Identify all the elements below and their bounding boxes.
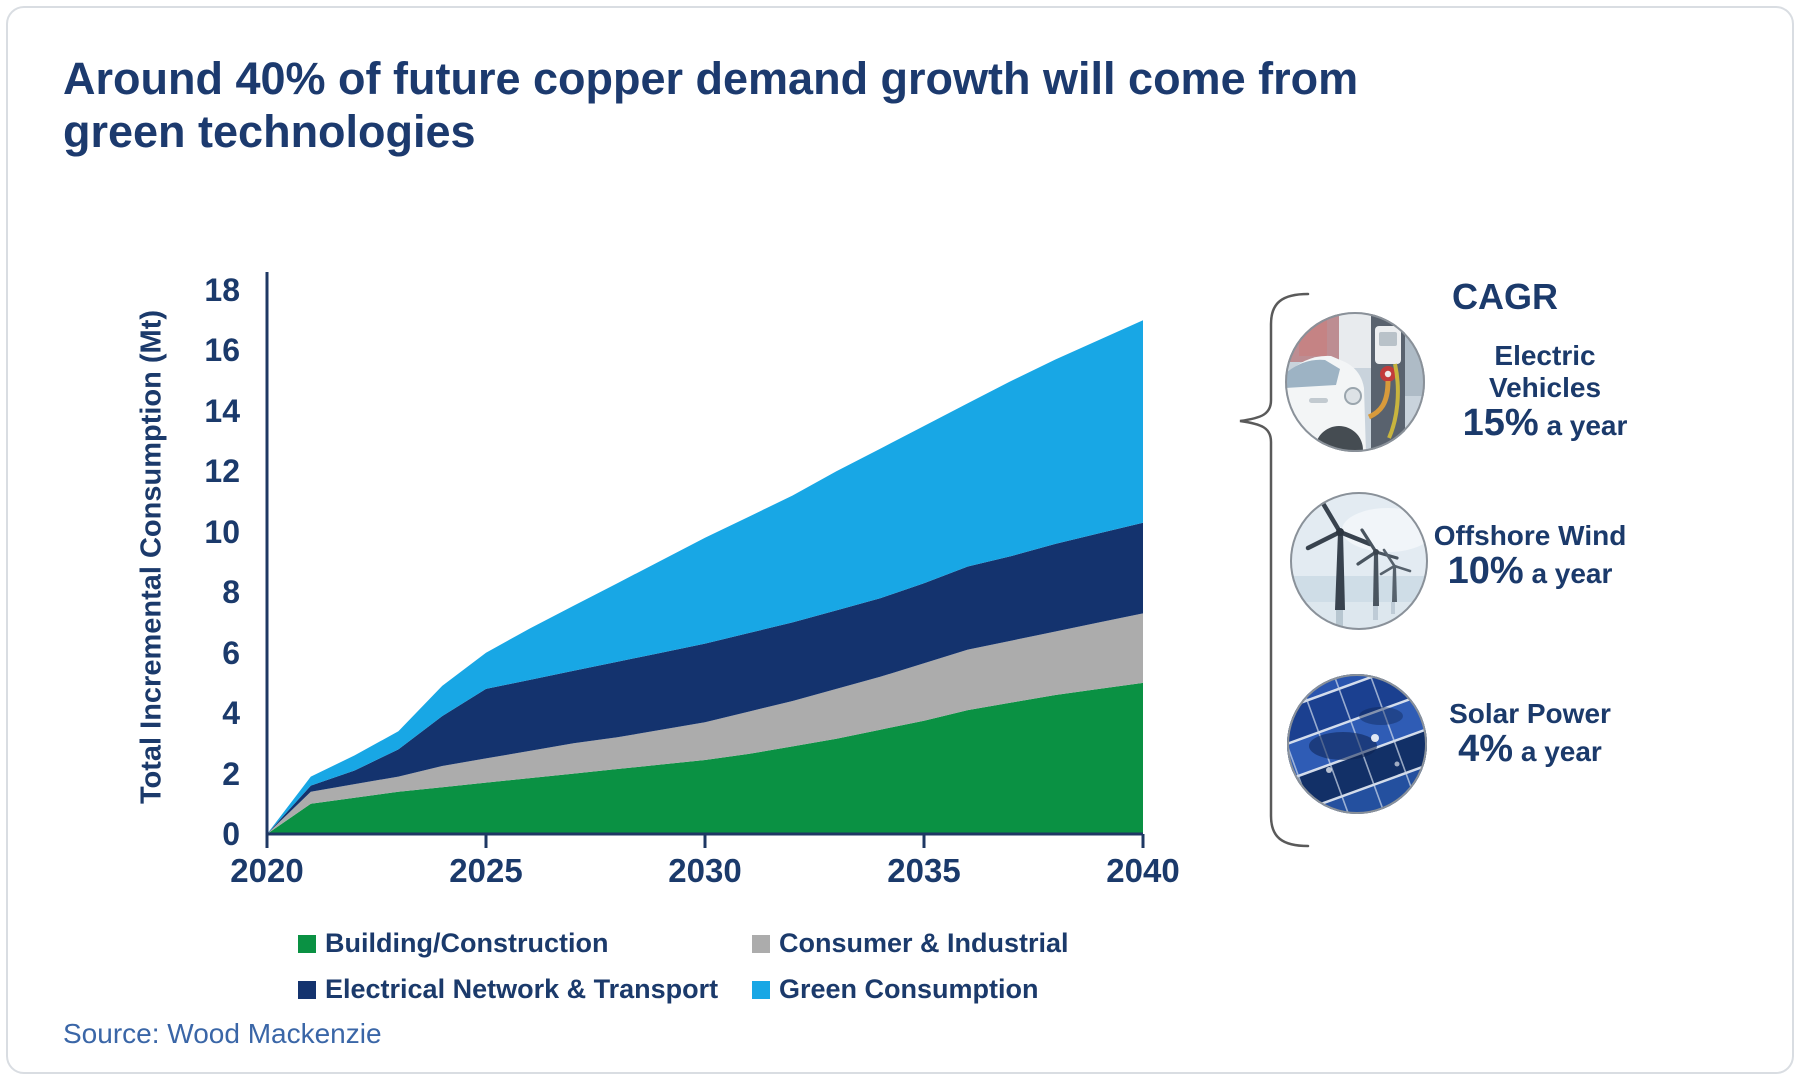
cagr-rate: 10% — [1447, 550, 1524, 592]
cagr-header: CAGR — [1452, 276, 1558, 317]
legend-swatch — [752, 934, 770, 953]
x-axis-tick-label: 2040 — [1106, 852, 1180, 889]
y-axis-tick-label: 10 — [204, 513, 240, 550]
offshore-wind-photo-icon — [1288, 490, 1430, 632]
source-note: Source: Wood Mackenzie — [63, 1018, 382, 1049]
y-axis-tick-label: 18 — [204, 272, 240, 308]
cagr-rate-row: 15% a year — [1435, 404, 1655, 445]
electric-vehicle-photo-icon — [1283, 310, 1427, 454]
legend-item-electrical-network-transport: Electrical Network & Transport — [298, 974, 718, 1005]
cagr-rate-suffix: a year — [1531, 558, 1613, 589]
area-electrical-network-transport — [267, 522, 1143, 834]
y-axis-tick-label: 12 — [204, 453, 240, 490]
legend-swatch — [298, 934, 316, 953]
legend-label: Consumer & Industrial — [779, 928, 1069, 958]
cagr-label: Electric — [1494, 340, 1596, 371]
x-axis-tick-label: 2035 — [887, 852, 961, 889]
y-axis-tick-label: 0 — [222, 816, 240, 852]
x-axis-tick-label: 2025 — [449, 852, 523, 889]
cagr-label: Offshore Wind — [1433, 520, 1627, 551]
cagr-item-offshore-wind: Offshore Wind 10% a year — [1420, 520, 1640, 593]
solar-power-photo-icon — [1285, 672, 1429, 816]
cagr-item-solar-power: Solar Power 4% a year — [1420, 698, 1640, 771]
cagr-rate-row: 10% a year — [1420, 552, 1640, 593]
y-axis-tick-label: 2 — [222, 755, 240, 792]
cagr-label: Vehicles — [1488, 372, 1602, 403]
area-green-consumption — [267, 320, 1143, 834]
cagr-rate: 4% — [1458, 728, 1514, 770]
cagr-rate-row: 4% a year — [1420, 730, 1640, 771]
legend-item-green-consumption: Green Consumption — [752, 974, 1039, 1005]
y-axis-tick-label: 8 — [222, 574, 240, 611]
area-building-construction — [267, 682, 1143, 834]
legend-label: Building/Construction — [325, 928, 609, 958]
legend-label: Electrical Network & Transport — [325, 974, 719, 1004]
x-axis-tick-label: 2030 — [668, 852, 742, 889]
area-consumer-industrial — [267, 613, 1143, 834]
brace-icon — [1239, 292, 1310, 848]
y-axis-tick-label: 14 — [204, 392, 240, 429]
legend-item-consumer-industrial: Consumer & Industrial — [752, 928, 1069, 959]
page-title: Around 40% of future copper demand growt… — [63, 53, 1359, 157]
x-axis-tick-label: 2020 — [230, 852, 304, 889]
y-axis-tick-label: 6 — [222, 634, 240, 671]
stacked-area-chart — [265, 272, 1145, 848]
cagr-item-electric-vehicles: Electric Vehicles 15% a year — [1435, 340, 1655, 445]
legend-swatch — [298, 980, 316, 999]
cagr-label: Solar Power — [1449, 698, 1611, 729]
legend-item-building-construction: Building/Construction — [298, 928, 608, 959]
cagr-rate-suffix: a year — [1546, 410, 1628, 441]
legend-label: Green Consumption — [779, 974, 1039, 1004]
y-axis-tick-label: 16 — [204, 332, 240, 369]
legend-swatch — [752, 980, 770, 999]
cagr-rate: 15% — [1462, 402, 1539, 444]
y-axis-tick-label: 4 — [222, 695, 240, 732]
cagr-rate-suffix: a year — [1520, 736, 1602, 767]
